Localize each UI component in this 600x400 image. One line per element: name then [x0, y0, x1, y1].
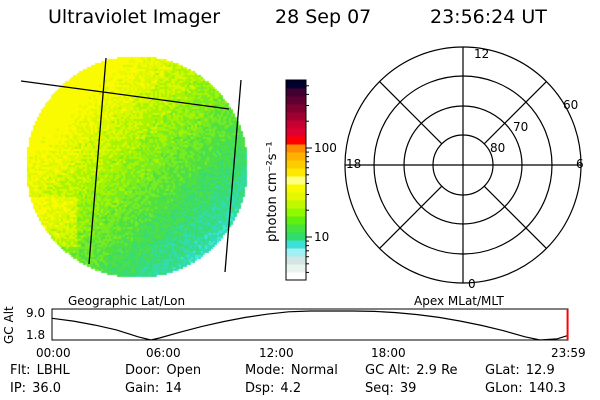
mlt-line: [379, 81, 443, 145]
plot-frame: [51, 308, 569, 341]
colorbar-swatch: [286, 168, 306, 177]
colorbar-swatch: [286, 184, 306, 193]
status-label: GLon:: [485, 381, 523, 396]
status-item: Mode: Normal: [245, 363, 338, 378]
colorbar: [285, 79, 312, 281]
status-label: Gain:: [125, 381, 160, 396]
colorbar-swatch: [286, 96, 306, 105]
status-label: IP:: [10, 381, 27, 396]
status-value: 14: [165, 381, 182, 396]
colorbar-swatch: [286, 120, 306, 129]
colorbar-swatch: [286, 200, 306, 209]
colorbar-swatch: [286, 152, 306, 161]
colorbar-swatch: [286, 176, 306, 185]
colorbar-swatch: [286, 208, 306, 217]
colorbar-swatch: [286, 216, 306, 225]
mlt-line: [483, 81, 547, 145]
mlt-label-12: 12: [474, 47, 490, 61]
colorbar-swatch: [286, 256, 306, 265]
colorbar-swatch: [286, 128, 306, 137]
polar-grid: [344, 46, 582, 284]
altitude-plot: [51, 308, 569, 341]
mlt-label-18: 18: [346, 157, 362, 171]
x-tick: 18:00: [371, 346, 406, 360]
mlt-label-0: 0: [468, 277, 476, 291]
y-axis-label: GC Alt: [2, 306, 16, 344]
colorbar-swatch: [286, 224, 306, 233]
colorbar-swatch: [286, 272, 306, 281]
status-item: Door: Open: [125, 363, 201, 378]
x-tick: 00:00: [36, 346, 71, 360]
status-label: GLat:: [485, 363, 520, 378]
status-value: LBHL: [36, 363, 70, 378]
y-tick-9: 9.0: [26, 306, 46, 320]
mlt-line: [483, 185, 547, 249]
longitude-line: [224, 79, 242, 273]
mlt-label-6: 6: [576, 157, 584, 171]
colorbar-frame: [285, 79, 307, 281]
status-item: IP: 36.0: [10, 381, 61, 396]
longitude-line: [88, 57, 107, 265]
x-tick: 12:00: [259, 346, 294, 360]
colorbar-swatch: [286, 144, 306, 153]
date-label: 28 Sep 07: [275, 6, 372, 28]
colorbar-swatch: [286, 248, 306, 257]
colorbar-label: photon cm⁻²s⁻¹: [265, 141, 280, 242]
mlat-label-60: 60: [563, 98, 579, 112]
instrument-title: Ultraviolet Imager: [48, 6, 221, 28]
x-tick: 06:00: [146, 346, 181, 360]
colorbar-tick-10: 10: [314, 230, 330, 244]
colorbar-swatch: [286, 80, 306, 89]
colorbar-swatch: [286, 112, 306, 121]
y-tick-1.8: 1.8: [26, 328, 46, 342]
status-item: Seq: 39: [365, 381, 416, 396]
status-label: GC Alt:: [365, 363, 411, 378]
status-item: Dsp: 4.2: [245, 381, 301, 396]
colorbar-swatch: [286, 136, 306, 145]
status-label: Dsp:: [245, 381, 275, 396]
status-item: GLat: 12.9: [485, 363, 555, 378]
mlat-label-70: 70: [513, 120, 529, 134]
mlat-label-80: 80: [490, 141, 506, 155]
status-item: GLon: 140.3: [485, 381, 566, 396]
status-label: Flt:: [10, 363, 31, 378]
status-label: Door:: [125, 363, 161, 378]
colorbar-swatch: [286, 232, 306, 241]
status-item: GC Alt: 2.9 Re: [365, 363, 458, 378]
time-label: 23:56:24 UT: [430, 6, 547, 28]
colorbar-swatch: [286, 192, 306, 201]
status-value: 36.0: [32, 381, 62, 396]
colorbar-swatch: [286, 264, 306, 273]
colorbar-swatch: [286, 240, 306, 249]
status-value: 140.3: [528, 381, 566, 396]
x-tick: 23:59: [551, 346, 586, 360]
status-item: Gain: 14: [125, 381, 182, 396]
status-value: 2.9 Re: [416, 363, 458, 378]
geographic-label: Geographic Lat/Lon: [68, 294, 186, 308]
altitude-line: [51, 310, 568, 341]
status-value: Normal: [290, 363, 338, 378]
colorbar-swatch: [286, 88, 306, 97]
status-value: 4.2: [280, 381, 302, 396]
apex-label: Apex MLat/MLT: [414, 294, 504, 308]
status-value: Open: [166, 363, 202, 378]
colorbar-swatch: [286, 104, 306, 113]
colorbar-swatch: [286, 160, 306, 169]
status-label: Mode:: [245, 363, 285, 378]
status-value: 12.9: [525, 363, 555, 378]
geo-grid-lines: [20, 57, 242, 273]
latitude-line: [20, 80, 230, 110]
status-value: 39: [399, 381, 417, 396]
status-label: Seq:: [365, 381, 394, 396]
colorbar-tick-100: 100: [314, 141, 337, 155]
status-item: Flt: LBHL: [10, 363, 70, 378]
mlt-line: [379, 185, 443, 249]
